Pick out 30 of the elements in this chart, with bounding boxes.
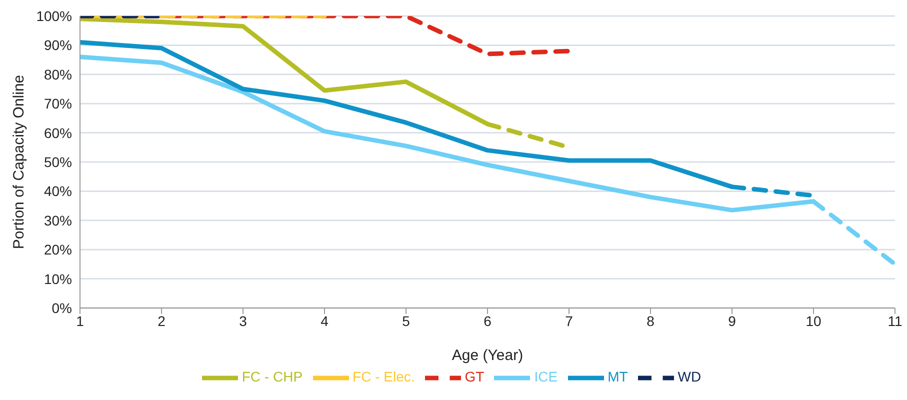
x-tick-label: 7 [565,312,574,329]
y-tick-label: 70% [44,96,72,112]
legend-label: MT [608,368,628,385]
x-tick-label: 8 [646,312,655,329]
y-tick-label: 80% [44,66,72,82]
y-tick-label: 0% [52,300,72,316]
y-tick-label: 10% [44,270,72,287]
y-axis-title: Portion of Capacity Online [10,74,28,250]
x-tick-label: 1 [76,312,84,329]
y-tick-label: 30% [44,212,72,228]
x-tick-label: 9 [728,312,736,329]
y-tick-label: 20% [44,242,72,258]
x-tick-label: 4 [320,312,329,329]
y-tick-label: 40% [44,183,72,200]
y-tick-label: 100% [36,8,72,24]
y-tick-label: 90% [44,37,72,54]
legend-label: FC - CHP [242,368,303,385]
legend-label: FC - Elec. [352,368,415,385]
legend-label: GT [464,368,484,385]
x-axis-title: Age (Year) [452,347,524,364]
legend-label: ICE [534,368,558,385]
x-tick-label: 3 [239,312,248,329]
y-tick-label: 50% [44,154,72,170]
y-tick-label: 60% [44,124,72,141]
x-tick-label: 2 [158,312,166,329]
x-tick-label: 10 [806,312,822,329]
legend-label: WD [678,368,702,385]
x-tick-label: 5 [402,312,410,329]
x-tick-label: 6 [484,312,492,329]
x-tick-label: 11 [888,312,902,329]
